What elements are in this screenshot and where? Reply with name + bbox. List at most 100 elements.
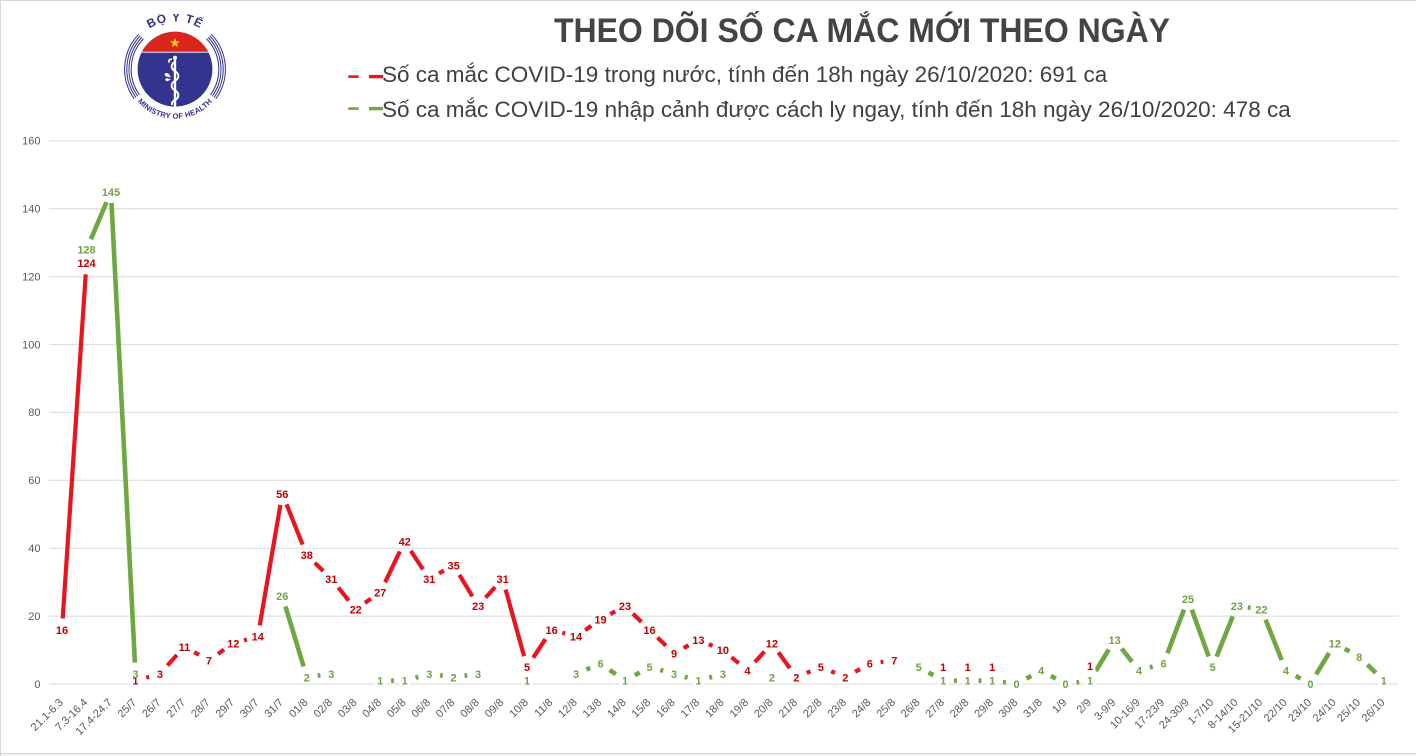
svg-text:140: 140 (22, 204, 40, 216)
svg-text:7: 7 (206, 655, 212, 667)
svg-text:3: 3 (328, 669, 334, 681)
svg-text:128: 128 (77, 245, 95, 257)
svg-text:23/8: 23/8 (825, 697, 849, 721)
svg-text:25/7: 25/7 (116, 697, 140, 721)
svg-text:20: 20 (28, 611, 40, 623)
svg-text:13/8: 13/8 (581, 697, 605, 721)
svg-text:31/8: 31/8 (1021, 697, 1045, 721)
svg-text:12/8: 12/8 (556, 697, 580, 721)
svg-text:06/8: 06/8 (409, 697, 433, 721)
svg-text:23: 23 (472, 601, 484, 613)
svg-text:22/8: 22/8 (801, 697, 825, 721)
svg-text:100: 100 (22, 339, 40, 351)
svg-text:1: 1 (940, 676, 946, 688)
svg-text:0: 0 (34, 679, 40, 691)
svg-text:23: 23 (1231, 601, 1243, 613)
svg-text:11/8: 11/8 (532, 697, 555, 720)
svg-text:145: 145 (102, 187, 120, 199)
svg-text:14/8: 14/8 (605, 697, 629, 721)
svg-text:1: 1 (989, 662, 995, 674)
svg-text:09/8: 09/8 (483, 697, 507, 721)
svg-text:31: 31 (496, 574, 508, 586)
svg-text:27/8: 27/8 (923, 697, 947, 721)
svg-text:30/8: 30/8 (997, 697, 1021, 721)
svg-text:26/10: 26/10 (1360, 697, 1388, 725)
svg-text:15/8: 15/8 (630, 697, 654, 721)
svg-text:29/7: 29/7 (213, 697, 237, 721)
svg-text:24/10: 24/10 (1311, 697, 1339, 725)
svg-text:2/9: 2/9 (1075, 697, 1094, 716)
svg-text:19/8: 19/8 (728, 697, 752, 721)
svg-text:80: 80 (28, 407, 40, 419)
svg-text:05/8: 05/8 (385, 697, 409, 721)
svg-text:23/10: 23/10 (1286, 697, 1314, 725)
svg-text:56: 56 (276, 489, 288, 501)
svg-text:6: 6 (597, 659, 603, 671)
svg-text:38: 38 (301, 550, 313, 562)
svg-text:12: 12 (1329, 638, 1341, 650)
svg-text:1/9: 1/9 (1050, 697, 1069, 716)
svg-text:1: 1 (989, 676, 995, 688)
svg-text:5: 5 (916, 662, 922, 674)
svg-text:1: 1 (1087, 676, 1093, 688)
svg-text:4: 4 (1136, 666, 1143, 678)
svg-text:4: 4 (1283, 666, 1290, 678)
svg-text:2: 2 (769, 672, 775, 684)
svg-text:13: 13 (692, 635, 704, 647)
svg-text:2: 2 (793, 672, 799, 684)
svg-text:24/8: 24/8 (850, 697, 874, 721)
svg-text:3: 3 (426, 669, 432, 681)
svg-text:0: 0 (1307, 679, 1313, 691)
svg-text:21/8: 21/8 (776, 697, 800, 721)
svg-text:16: 16 (545, 625, 557, 637)
svg-text:25/8: 25/8 (874, 697, 898, 721)
svg-text:160: 160 (22, 136, 40, 148)
svg-text:60: 60 (28, 475, 40, 487)
svg-text:16: 16 (56, 625, 68, 637)
svg-text:28/7: 28/7 (189, 697, 213, 721)
svg-text:07/8: 07/8 (434, 697, 458, 721)
svg-text:11: 11 (179, 642, 191, 654)
svg-text:5: 5 (1209, 662, 1215, 674)
svg-text:5: 5 (818, 662, 824, 674)
svg-text:20/8: 20/8 (752, 697, 776, 721)
svg-text:16: 16 (643, 625, 655, 637)
svg-text:04/8: 04/8 (360, 697, 384, 721)
svg-text:1: 1 (965, 662, 971, 674)
svg-text:18/8: 18/8 (703, 697, 727, 721)
svg-text:16/8: 16/8 (654, 697, 678, 721)
svg-text:10/8: 10/8 (507, 697, 531, 721)
svg-text:23: 23 (619, 601, 631, 613)
svg-text:03/8: 03/8 (336, 697, 360, 721)
svg-text:28/8: 28/8 (948, 697, 972, 721)
svg-text:10: 10 (717, 645, 729, 657)
svg-text:27/7: 27/7 (165, 697, 189, 721)
svg-text:1: 1 (402, 676, 408, 688)
svg-text:3: 3 (573, 669, 579, 681)
svg-text:22: 22 (1255, 604, 1267, 616)
svg-text:2: 2 (304, 672, 310, 684)
svg-text:08/8: 08/8 (458, 697, 482, 721)
svg-text:8: 8 (1356, 652, 1362, 664)
svg-text:02/8: 02/8 (311, 697, 335, 721)
svg-text:17/8: 17/8 (679, 697, 703, 721)
svg-text:3: 3 (720, 669, 726, 681)
svg-text:35: 35 (447, 560, 459, 572)
svg-text:12: 12 (227, 638, 239, 650)
svg-text:1: 1 (695, 676, 701, 688)
svg-text:31: 31 (423, 574, 435, 586)
svg-text:5: 5 (646, 662, 652, 674)
svg-text:5: 5 (524, 662, 530, 674)
svg-text:6: 6 (867, 659, 873, 671)
svg-text:13: 13 (1108, 635, 1120, 647)
svg-text:0: 0 (1063, 679, 1069, 691)
svg-text:120: 120 (22, 272, 40, 284)
svg-text:1: 1 (1381, 676, 1387, 688)
svg-text:40: 40 (28, 543, 40, 555)
svg-text:26: 26 (276, 591, 288, 603)
svg-text:31: 31 (325, 574, 337, 586)
svg-text:1: 1 (377, 676, 383, 688)
svg-text:2: 2 (451, 672, 457, 684)
svg-text:42: 42 (399, 537, 411, 549)
svg-text:29/8: 29/8 (972, 697, 996, 721)
